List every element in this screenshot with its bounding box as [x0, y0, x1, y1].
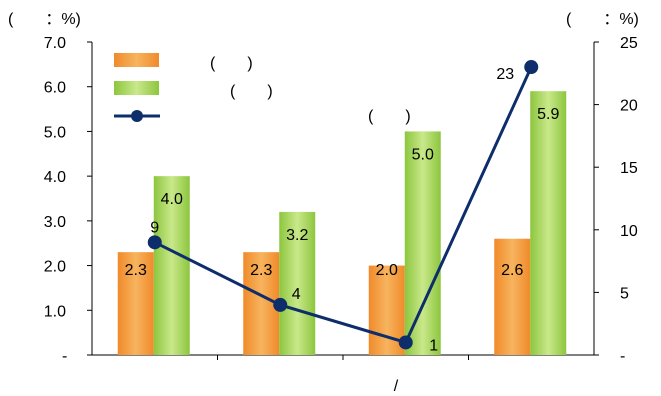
line-point-label: 23 [496, 66, 514, 83]
green-bar-label: 5.0 [412, 146, 434, 163]
x-axis-label: / [394, 378, 399, 395]
bar-data-labels: 2.3 2.3 2.0 2.6 4.0 3.2 5.0 5.9 [125, 106, 560, 279]
line-marker [147, 235, 162, 250]
legend-label-orange-bar: ( ) [210, 55, 253, 72]
legend-label-line: ( ) [368, 108, 411, 125]
right-tick-label: 25 [620, 35, 638, 52]
right-tick-label: 15 [620, 160, 638, 177]
line-series [147, 60, 539, 350]
right-axis-unit-label: ( ：%) [566, 11, 639, 28]
green-bar-label: 3.2 [286, 227, 308, 244]
green-bar [153, 176, 190, 355]
orange-bar [494, 238, 531, 355]
legend-label-green-bar: ( ) [230, 83, 273, 100]
orange-bar-label: 2.6 [501, 262, 523, 279]
line-point-label: 1 [429, 337, 438, 354]
orange-bar-label: 2.0 [376, 262, 398, 279]
orange-bar-label: 2.3 [250, 262, 272, 279]
orange-bar [117, 252, 154, 355]
line-marker [524, 60, 539, 75]
left-tick-label: - [62, 348, 67, 365]
left-axis-ticks: - 1.0 2.0 3.0 4.0 5.0 6.0 7.0 [44, 35, 92, 365]
left-tick-label: 4.0 [44, 169, 66, 186]
left-tick-label: 6.0 [44, 80, 66, 97]
legend-swatch-marker [131, 110, 143, 122]
green-bar-label: 4.0 [161, 191, 183, 208]
bars [117, 91, 567, 355]
left-tick-label: 3.0 [44, 214, 66, 231]
line-marker [398, 335, 413, 350]
legend: ( ) ( ) ( ) [114, 53, 411, 125]
line-marker [273, 297, 288, 312]
green-bar [279, 211, 316, 355]
orange-bar-label: 2.3 [125, 262, 147, 279]
right-tick-label: 20 [620, 98, 638, 115]
right-tick-label: 5 [620, 285, 629, 302]
right-tick-label: 10 [620, 223, 638, 240]
legend-swatch-orange-bar [114, 53, 159, 67]
line-data-labels: 9 4 1 23 [150, 66, 514, 354]
right-axis-ticks: - 5 10 15 20 25 [594, 35, 638, 365]
green-bar [404, 131, 441, 355]
left-tick-label: 7.0 [44, 35, 66, 52]
right-tick-label: - [620, 348, 625, 365]
left-tick-label: 5.0 [44, 124, 66, 141]
line-point-label: 9 [150, 219, 159, 236]
legend-swatch-green-bar [114, 81, 159, 95]
green-bar [530, 91, 567, 355]
left-axis-unit-label: ( ：%) [8, 11, 81, 28]
orange-bar [243, 252, 280, 355]
left-tick-label: 1.0 [44, 303, 66, 320]
line-point-label: 4 [292, 286, 301, 303]
green-bar-label: 5.9 [537, 106, 559, 123]
left-tick-label: 2.0 [44, 259, 66, 276]
line-path [154, 66, 533, 345]
